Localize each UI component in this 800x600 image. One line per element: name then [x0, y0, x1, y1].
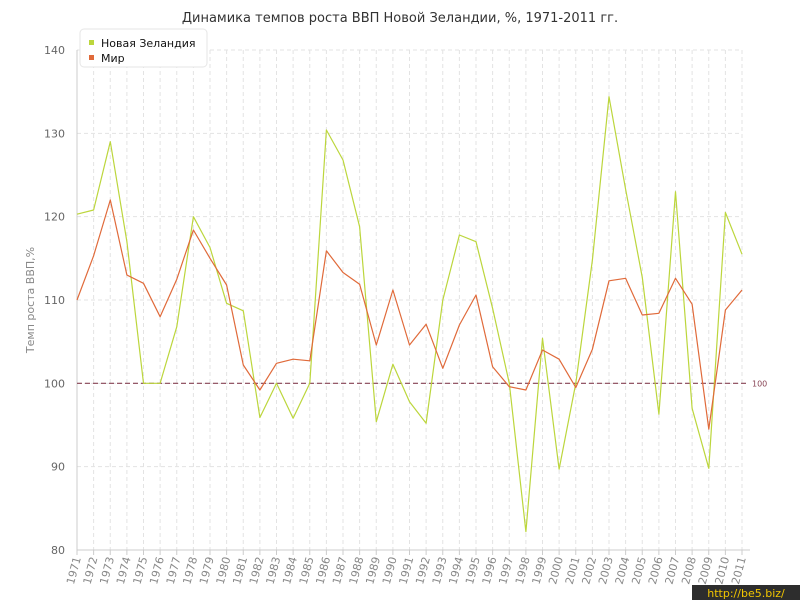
y-tick-label: 120: [44, 211, 65, 224]
series-line-1: [76, 199, 743, 430]
y-tick-label: 110: [44, 294, 65, 307]
watermark-text: http://be5.biz/: [707, 587, 785, 600]
y-tick-label: 140: [44, 44, 65, 57]
y-tick-label: 80: [51, 544, 65, 557]
y-tick-label: 100: [44, 377, 65, 390]
x-tick-label: 2011: [729, 555, 749, 585]
legend-label-1: Мир: [101, 52, 125, 65]
reference-line-group: 100: [77, 379, 767, 388]
axes: 8090100110120130140197119721973197419751…: [44, 44, 750, 586]
legend-marker-0: [89, 40, 94, 45]
watermark: http://be5.biz/: [692, 585, 800, 600]
chart-title: Динамика темпов роста ВВП Новой Зеландии…: [182, 11, 618, 26]
reference-line-label: 100: [752, 379, 767, 388]
legend-marker-1: [89, 55, 94, 60]
legend-label-0: Новая Зеландия: [101, 37, 196, 50]
y-axis-label: Темп роста ВВП,%: [24, 247, 37, 354]
legend-box: [79, 28, 208, 68]
grid: [76, 49, 743, 551]
series-line-0: [76, 96, 743, 533]
y-tick-label: 90: [51, 461, 65, 474]
watermark-bg: [692, 585, 800, 600]
y-tick-label: 130: [44, 127, 65, 140]
series-group: [76, 96, 743, 533]
legend: Новая Зеландия Мир: [79, 28, 208, 68]
